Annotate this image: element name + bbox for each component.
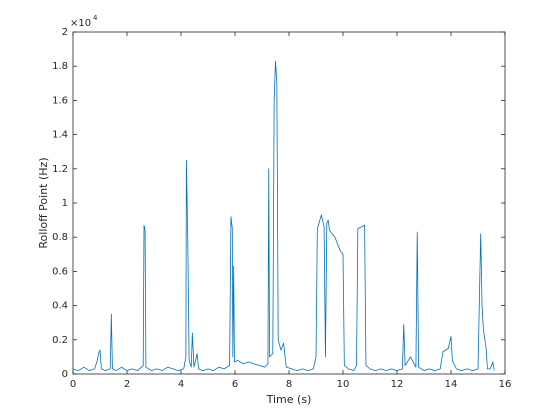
y-multiplier-base: ×10 (70, 18, 91, 29)
y-tick-label: 0.6 (52, 266, 68, 277)
plot-area (72, 31, 506, 375)
y-tick-label: 1.8 (52, 61, 68, 72)
x-tick-label: 2 (124, 379, 130, 390)
y-tick-label: 1.4 (52, 130, 68, 141)
y-tick-label: 0.8 (52, 232, 68, 243)
x-tick-label: 6 (232, 379, 238, 390)
y-tick-label: 0 (62, 369, 68, 380)
y-tick-label: 1.2 (52, 164, 68, 175)
x-tick-label: 14 (445, 379, 458, 390)
x-tick-label: 8 (286, 379, 292, 390)
y-multiplier-power: 4 (93, 14, 98, 22)
signal-line (72, 60, 495, 371)
x-axis-label: Time (s) (266, 393, 312, 406)
y-tick-label: 0.2 (52, 335, 68, 346)
y-tick-label: 2 (62, 27, 68, 38)
x-tick-label: 12 (391, 379, 404, 390)
x-tick-label: 16 (499, 379, 512, 390)
x-tick-label: 0 (70, 379, 76, 390)
y-tick-label: 0.4 (52, 301, 68, 312)
x-tick-label: 4 (178, 379, 184, 390)
y-tick-label: 1.6 (52, 95, 68, 106)
y-axis-label: Rolloff Point (Hz) (37, 157, 50, 248)
x-tick-label: 10 (337, 379, 350, 390)
y-tick-label: 1 (62, 198, 68, 209)
